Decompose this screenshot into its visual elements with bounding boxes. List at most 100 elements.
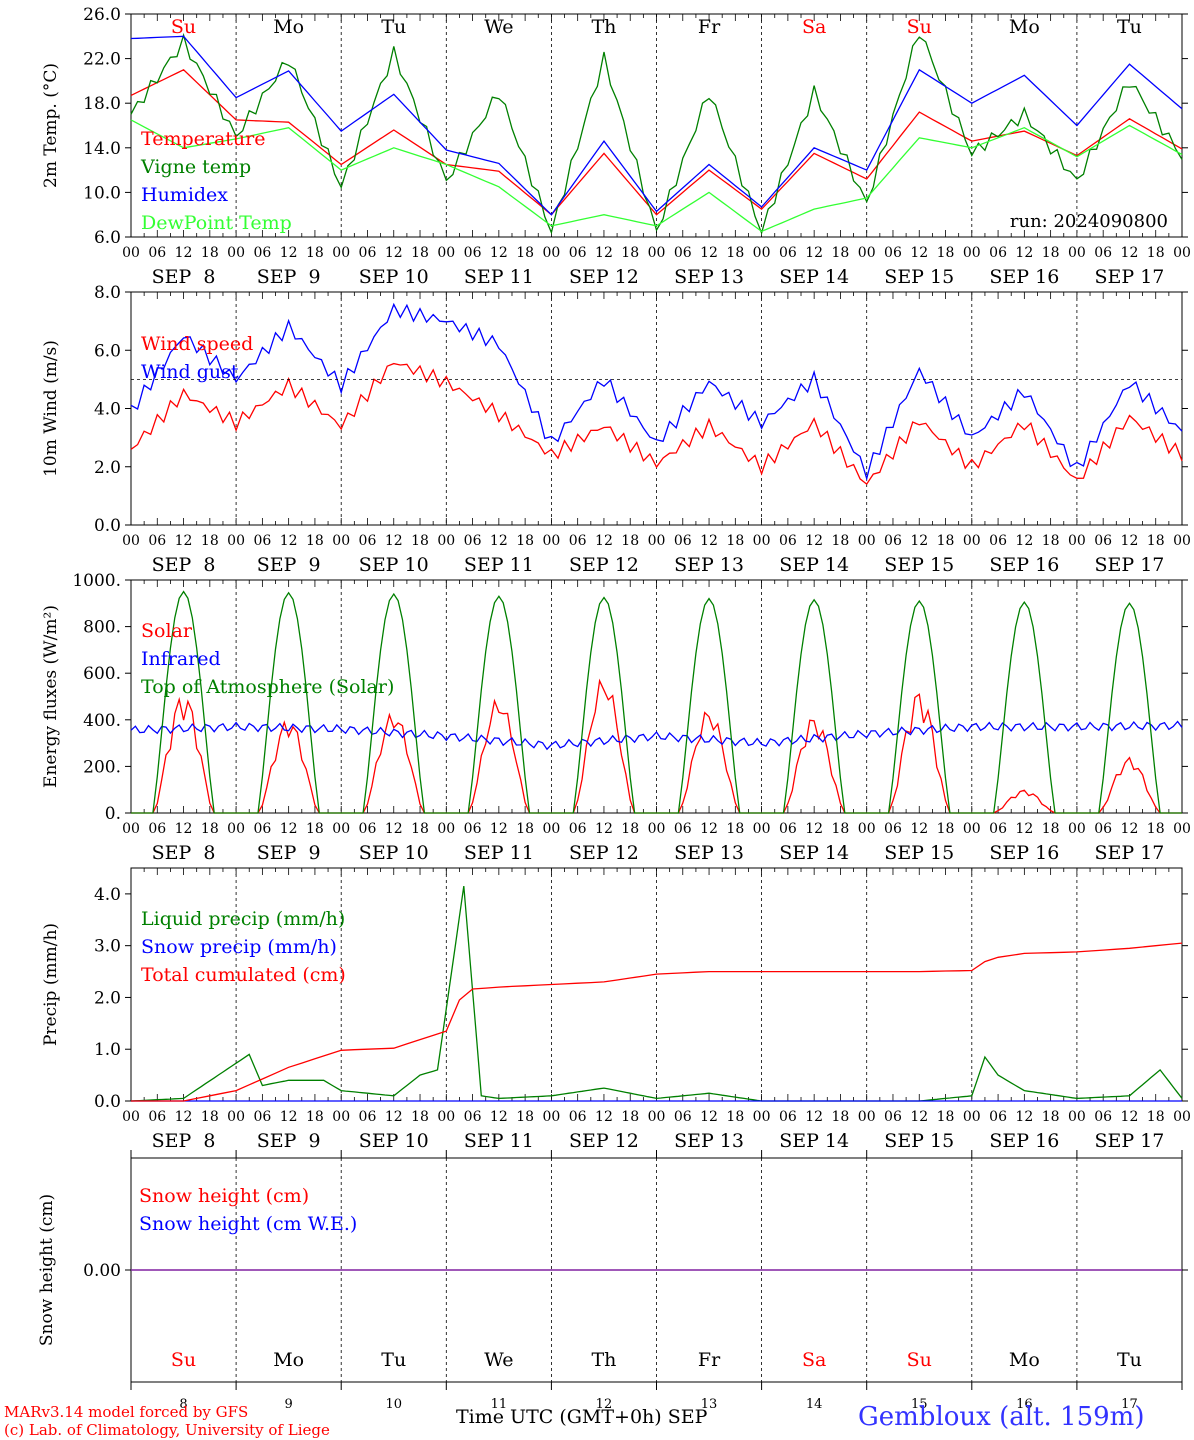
x-hour-label: 06 bbox=[148, 245, 166, 261]
x-hour-label: 06 bbox=[569, 533, 587, 549]
x-day-number: 12 bbox=[596, 1397, 613, 1412]
y-tick-label: 14.0 bbox=[83, 139, 121, 159]
x-axis-month: SEP bbox=[667, 1406, 708, 1428]
x-hour-label: 06 bbox=[884, 533, 902, 549]
x-hour-label: 18 bbox=[516, 533, 534, 549]
x-hour-label: 06 bbox=[1094, 1109, 1112, 1125]
x-date-label: SEP 16 bbox=[989, 1130, 1059, 1152]
x-hour-label: 00 bbox=[122, 1109, 140, 1125]
x-hour-label: 06 bbox=[674, 821, 692, 837]
series-line-0 bbox=[130, 886, 1183, 1102]
legend-entry: Total cumulated (cm) bbox=[141, 964, 346, 986]
y-tick-label: 1.0 bbox=[94, 1040, 121, 1060]
x-hour-label: 00 bbox=[542, 1109, 560, 1125]
x-hour-label: 06 bbox=[253, 821, 271, 837]
x-hour-label: 18 bbox=[1147, 821, 1165, 837]
x-date-label: SEP 9 bbox=[257, 842, 321, 864]
x-date-label: SEP 14 bbox=[779, 1130, 849, 1152]
x-hour-label: 00 bbox=[437, 245, 455, 261]
x-hour-label: 06 bbox=[148, 533, 166, 549]
x-hour-label: 18 bbox=[411, 245, 429, 261]
x-date-label: SEP 14 bbox=[779, 842, 849, 864]
x-date-label: SEP 16 bbox=[989, 266, 1059, 288]
x-hour-label: 12 bbox=[805, 533, 823, 549]
x-hour-label: 06 bbox=[464, 245, 482, 261]
x-date-label: SEP 14 bbox=[779, 554, 849, 576]
x-day-number: 9 bbox=[285, 1397, 293, 1412]
x-hour-label: 18 bbox=[201, 1109, 219, 1125]
series-line-0 bbox=[130, 362, 1183, 486]
x-hour-label: 18 bbox=[516, 821, 534, 837]
weekday-label-bottom: Su bbox=[171, 1349, 196, 1371]
x-date-label: SEP 17 bbox=[1095, 842, 1165, 864]
x-hour-label: 18 bbox=[1147, 245, 1165, 261]
weekday-label-top: Su bbox=[171, 16, 196, 38]
x-hour-label: 06 bbox=[359, 821, 377, 837]
x-hour-label: 18 bbox=[726, 1109, 744, 1125]
x-hour-label: 06 bbox=[253, 533, 271, 549]
x-hour-label: 00 bbox=[753, 1109, 771, 1125]
series-line-2 bbox=[131, 942, 1183, 1102]
y-tick-label: 0.0 bbox=[94, 1092, 121, 1112]
legend-entry: Snow height (cm) bbox=[139, 1185, 309, 1207]
weekday-label-bottom: Tu bbox=[1117, 1349, 1142, 1371]
x-hour-label: 00 bbox=[437, 821, 455, 837]
legend-entry: Vigne temp bbox=[140, 156, 251, 178]
x-hour-label: 18 bbox=[832, 821, 850, 837]
y-tick-label: 2.0 bbox=[94, 458, 121, 478]
x-hour-label: 12 bbox=[385, 821, 403, 837]
x-day-number: 13 bbox=[701, 1397, 718, 1412]
x-date-label: SEP 12 bbox=[569, 266, 639, 288]
x-date-label: SEP 17 bbox=[1095, 1130, 1165, 1152]
x-hour-label: 00 bbox=[648, 821, 666, 837]
x-date-label: SEP 16 bbox=[989, 554, 1059, 576]
x-hour-label: 18 bbox=[937, 245, 955, 261]
x-hour-label: 06 bbox=[674, 533, 692, 549]
x-hour-label: 00 bbox=[1068, 533, 1086, 549]
x-hour-label: 18 bbox=[726, 245, 744, 261]
x-hour-label: 06 bbox=[884, 245, 902, 261]
weekday-label-top: Su bbox=[907, 16, 932, 38]
x-hour-label: 06 bbox=[1094, 245, 1112, 261]
x-day-number: 8 bbox=[179, 1397, 187, 1412]
x-hour-label: 00 bbox=[1173, 821, 1191, 837]
x-date-label: SEP 9 bbox=[257, 1130, 321, 1152]
x-hour-label: 00 bbox=[753, 533, 771, 549]
x-hour-label: 18 bbox=[621, 1109, 639, 1125]
x-hour-label: 00 bbox=[227, 821, 245, 837]
y-tick-label: 22.0 bbox=[83, 50, 121, 70]
x-date-label: SEP 15 bbox=[884, 1130, 954, 1152]
x-hour-label: 00 bbox=[122, 821, 140, 837]
weekday-label-top: Th bbox=[591, 16, 616, 38]
credit-lab: (c) Lab. of Climatology, University of L… bbox=[4, 1421, 330, 1439]
x-hour-label: 00 bbox=[648, 245, 666, 261]
x-hour-label: 12 bbox=[175, 1109, 193, 1125]
x-hour-label: 00 bbox=[227, 245, 245, 261]
x-hour-label: 00 bbox=[542, 821, 560, 837]
x-hour-label: 12 bbox=[910, 245, 928, 261]
legend-entry: Temperature bbox=[141, 128, 265, 150]
x-hour-label: 00 bbox=[1173, 533, 1191, 549]
x-hour-label: 00 bbox=[1173, 1109, 1191, 1125]
x-hour-label: 12 bbox=[595, 533, 613, 549]
series-line-3 bbox=[130, 119, 1183, 233]
station-name: Gembloux (alt. 159m) bbox=[858, 1402, 1145, 1432]
x-hour-label: 06 bbox=[884, 821, 902, 837]
x-hour-label: 18 bbox=[937, 821, 955, 837]
x-hour-label: 18 bbox=[306, 1109, 324, 1125]
x-hour-label: 06 bbox=[569, 821, 587, 837]
x-hour-label: 12 bbox=[490, 533, 508, 549]
x-date-label: SEP 15 bbox=[884, 266, 954, 288]
x-date-label: SEP 12 bbox=[569, 842, 639, 864]
x-hour-label: 00 bbox=[1068, 245, 1086, 261]
x-hour-label: 18 bbox=[516, 245, 534, 261]
x-date-label: SEP 13 bbox=[674, 266, 744, 288]
x-hour-label: 12 bbox=[1015, 533, 1033, 549]
x-hour-label: 12 bbox=[805, 821, 823, 837]
x-date-label: SEP 13 bbox=[674, 842, 744, 864]
credit-model: MARv3.14 model forced by GFS bbox=[4, 1403, 249, 1421]
panel-3: 0. 200. 400. 600. 800. 1000. Energy fluxes (W/… bbox=[41, 571, 1191, 864]
x-date-label: SEP 14 bbox=[779, 266, 849, 288]
x-hour-label: 12 bbox=[595, 245, 613, 261]
x-hour-label: 12 bbox=[595, 1109, 613, 1125]
